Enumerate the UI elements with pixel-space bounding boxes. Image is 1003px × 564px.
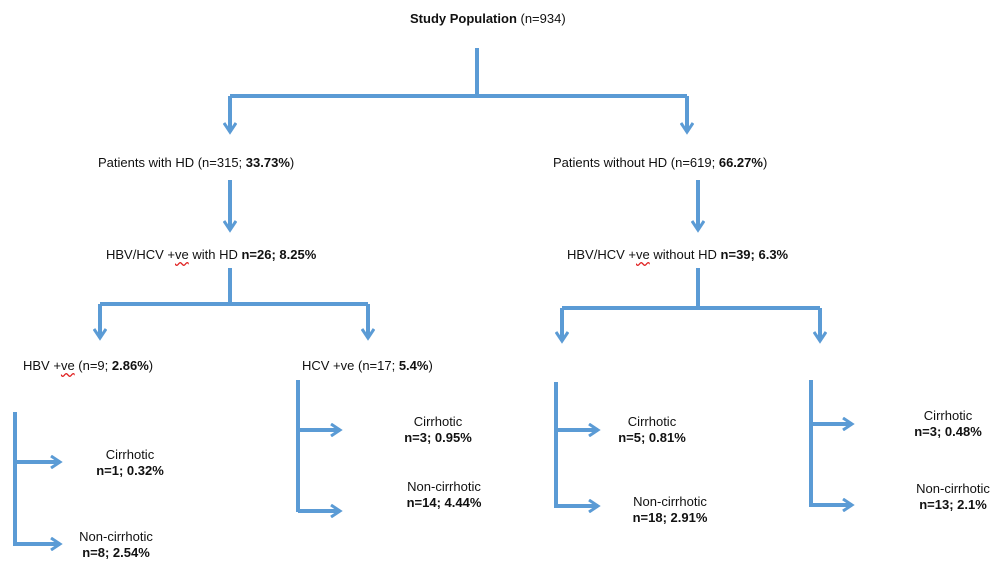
hcv-node-label: HCV +ve (n=17; 5.4%) [302, 358, 433, 374]
hcv-noncirrhotic-label: Non-cirrhotic [407, 479, 481, 494]
subgroup-with-hd-a: HBV/HCV + [106, 247, 175, 262]
nohd-left-noncirrhotic-label: Non-cirrhotic [633, 494, 707, 509]
root-node-label: Study Population (n=934) [410, 11, 566, 27]
with-hd-text: Patients with HD (n=315; [98, 155, 246, 170]
nohd-left-cirrhotic-label: Cirrhotic [627, 414, 677, 429]
hbv-cirrhotic-label: Cirrhotic [105, 447, 155, 462]
hcv-pct: 5.4% [398, 358, 429, 373]
hbv-close: ) [148, 358, 154, 373]
with-hd-close: ) [289, 155, 295, 170]
with-hd-node-label: Patients with HD (n=315; 33.73%) [98, 155, 294, 171]
nohd-right-cirrhotic-node: Cirrhotic n=3; 0.48% [906, 408, 990, 440]
hcv-a: HCV +ve (n=17; [302, 358, 399, 373]
hcv-noncirrhotic-node: Non-cirrhotic n=14; 4.44% [394, 479, 494, 511]
nohd-left-cirrhotic-stat: n=5; 0.81% [618, 430, 686, 445]
nohd-right-cirrhotic-stat: n=3; 0.48% [914, 424, 982, 439]
hcv-cirrhotic-node: Cirrhotic n=3; 0.95% [392, 414, 484, 446]
hcv-cirrhotic-label: Cirrhotic [413, 414, 463, 429]
without-hd-node-label: Patients without HD (n=619; 66.27%) [553, 155, 767, 171]
subgroup-with-hd-stat: n=26; 8.25% [241, 247, 317, 262]
hcv-close: ) [428, 358, 433, 373]
with-hd-pct: 33.73% [245, 155, 290, 170]
subgroup-without-hd-a: HBV/HCV + [567, 247, 636, 262]
hbv-cirrhotic-node: Cirrhotic n=1; 0.32% [88, 447, 172, 479]
hbv-noncirrhotic-stat: n=8; 2.54% [82, 545, 150, 560]
subgroup-with-hd-label: HBV/HCV +ve with HD n=26; 8.25% [106, 247, 316, 263]
root-count: (n=934) [516, 11, 566, 26]
subgroup-without-hd-label: HBV/HCV +ve without HD n=39; 6.3% [567, 247, 788, 263]
subgroup-with-hd-b: with HD [188, 247, 242, 262]
without-hd-text: Patients without HD (n=619; [553, 155, 719, 170]
nohd-right-noncirrhotic-label: Non-cirrhotic [916, 481, 990, 496]
subgroup-without-hd-ve: ve [636, 247, 650, 262]
nohd-right-noncirrhotic-stat: n=13; 2.1% [919, 497, 987, 512]
nohd-left-noncirrhotic-node: Non-cirrhotic n=18; 2.91% [620, 494, 720, 526]
subgroup-with-hd-ve: ve [175, 247, 189, 262]
subgroup-without-hd-stat: n=39; 6.3% [720, 247, 789, 262]
nohd-right-noncirrhotic-node: Non-cirrhotic n=13; 2.1% [906, 481, 1000, 513]
hbv-cirrhotic-stat: n=1; 0.32% [96, 463, 164, 478]
hbv-ve: ve [60, 358, 75, 373]
hbv-node-label: HBV +ve (n=9; 2.86%) [23, 358, 153, 374]
hbv-b: (n=9; [74, 358, 112, 373]
hcv-cirrhotic-stat: n=3; 0.95% [404, 430, 472, 445]
nohd-left-noncirrhotic-stat: n=18; 2.91% [632, 510, 708, 525]
root-title: Study Population [410, 11, 517, 26]
without-hd-close: ) [762, 155, 768, 170]
hbv-noncirrhotic-node: Non-cirrhotic n=8; 2.54% [68, 529, 164, 561]
subgroup-without-hd-b: without HD [649, 247, 721, 262]
without-hd-pct: 66.27% [718, 155, 763, 170]
hcv-noncirrhotic-stat: n=14; 4.44% [406, 495, 482, 510]
hbv-noncirrhotic-label: Non-cirrhotic [79, 529, 153, 544]
nohd-left-cirrhotic-node: Cirrhotic n=5; 0.81% [610, 414, 694, 446]
nohd-right-cirrhotic-label: Cirrhotic [923, 408, 973, 423]
hbv-a: HBV + [23, 358, 61, 373]
hbv-pct: 2.86% [111, 358, 149, 373]
